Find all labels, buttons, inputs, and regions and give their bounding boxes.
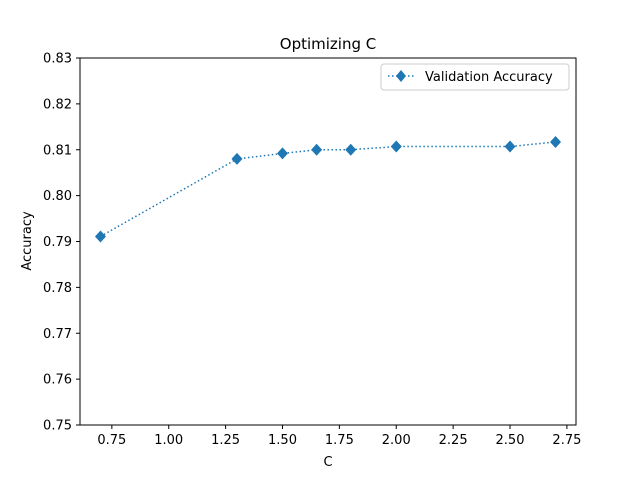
x-tick-label: 2.75	[552, 433, 581, 448]
legend-box	[380, 63, 570, 91]
y-tick-label: 0.78	[43, 281, 72, 296]
x-tick-label: 2.50	[496, 433, 525, 448]
y-tick-label: 0.77	[43, 327, 72, 342]
series-line	[100, 141, 556, 238]
legend-diamond-marker	[396, 70, 406, 82]
x-axis-label: C	[323, 455, 332, 470]
x-tick-label: 2.25	[439, 433, 468, 448]
legend: Validation Accuracy	[380, 63, 570, 91]
data-point-marker	[345, 143, 357, 156]
y-tick-label: 0.76	[43, 373, 72, 388]
plot-frame	[79, 57, 577, 426]
y-axis: 0.75 0.76 0.77 0.78 0.79 0.80 0.81 0.82 0.83	[43, 52, 80, 434]
x-tick-label: 1.00	[154, 433, 183, 448]
chart-title: Optimizing C	[280, 35, 376, 53]
y-axis-label: Accuracy	[20, 211, 35, 271]
series-layer	[94, 135, 562, 243]
data-point-marker	[231, 152, 243, 165]
y-tick-label: 0.82	[43, 97, 72, 112]
data-point-marker	[276, 147, 288, 160]
x-tick-label: 1.25	[211, 433, 240, 448]
y-tick-label: 0.83	[43, 52, 72, 67]
y-tick-label: 0.81	[43, 143, 72, 158]
x-tick-label: 1.75	[325, 433, 354, 448]
data-point-marker	[550, 135, 562, 148]
legend-label: Validation Accuracy	[425, 70, 553, 85]
data-point-marker	[311, 143, 323, 156]
x-tick-label: 1.50	[268, 433, 297, 448]
data-point-marker	[390, 140, 402, 153]
data-point-marker	[504, 140, 516, 153]
y-tick-label: 0.79	[43, 235, 72, 250]
x-tick-label: 0.75	[97, 433, 126, 448]
plot-area	[79, 57, 577, 426]
y-tick-label: 0.75	[43, 419, 72, 434]
x-tick-label: 2.00	[382, 433, 411, 448]
y-tick-label: 0.80	[43, 189, 72, 204]
data-point-marker	[94, 230, 106, 243]
x-axis: 0.75 1.00 1.25 1.50 1.75 2.00 2.25 2.50 2.75	[97, 425, 581, 448]
